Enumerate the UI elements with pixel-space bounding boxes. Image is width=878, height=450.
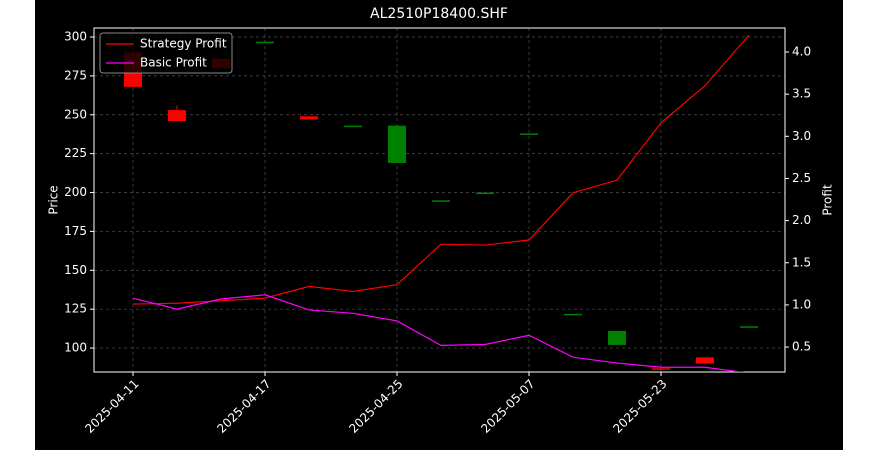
candle-body (608, 330, 626, 345)
y2-tick-label: 3.0 (792, 129, 811, 143)
candle-body (652, 368, 670, 370)
y-tick-label: 125 (64, 302, 87, 316)
candle-body (432, 200, 450, 202)
candle-body (168, 110, 186, 121)
y2-tick-label: 1.0 (792, 297, 811, 311)
legend-label: Basic Profit (140, 56, 207, 70)
y2-tick-label: 0.5 (792, 340, 811, 354)
profit-line (132, 294, 745, 372)
y-tick-label: 275 (64, 68, 87, 82)
y-axis-label: Price (47, 185, 61, 214)
chart-title: AL2510P18400.SHF (370, 6, 508, 22)
candle-body (388, 125, 406, 163)
y-tick-label: 300 (64, 30, 87, 44)
y-tick-label: 225 (64, 146, 87, 160)
y-tick-label: 175 (64, 224, 87, 238)
y-tick-label: 100 (64, 341, 87, 355)
candle-body (520, 133, 538, 135)
y-tick-label: 150 (64, 263, 87, 277)
candle-body (740, 326, 758, 328)
y2-tick-label: 1.5 (792, 255, 811, 269)
background (35, 0, 843, 450)
candle-body (564, 313, 582, 316)
candle-body (696, 357, 714, 364)
candle-body (476, 192, 494, 195)
y2-tick-label: 3.5 (792, 87, 811, 101)
y2-tick-label: 2.0 (792, 213, 811, 227)
candle-body (256, 41, 274, 44)
y2-tick-label: 4.0 (792, 45, 811, 59)
legend-label: Strategy Profit (140, 37, 227, 51)
y-tick-label: 200 (64, 185, 87, 199)
y-tick-label: 250 (64, 107, 87, 121)
profit-line (132, 34, 750, 305)
candle-body (344, 125, 362, 128)
y2-axis-label: Profit (821, 184, 835, 216)
candle-body (300, 116, 318, 120)
y2-tick-label: 2.5 (792, 171, 811, 185)
plot-frame (93, 27, 786, 373)
